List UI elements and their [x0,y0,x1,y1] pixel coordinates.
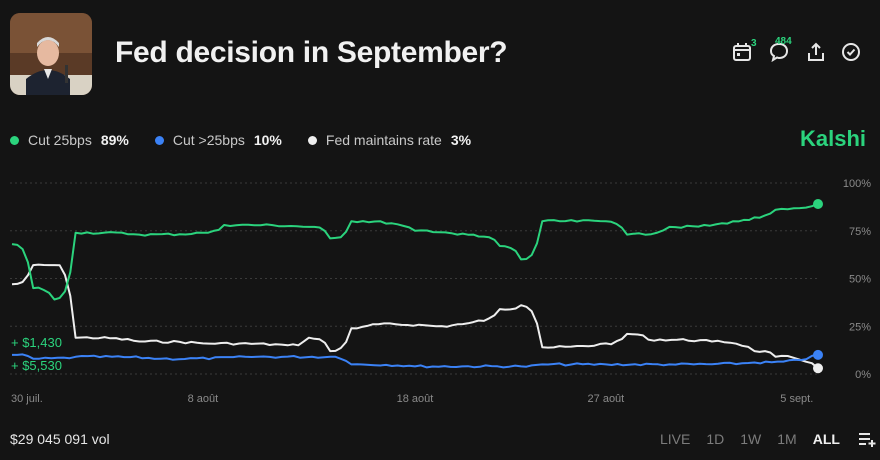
y-tick-label: 100% [843,178,871,190]
brand-logo: Kalshi [799,126,866,151]
legend-item-cut-over-25bps[interactable]: Cut >25bps 10% [154,132,282,148]
calendar-badge: 3 [751,38,757,49]
share-icon[interactable] [804,40,828,64]
series-line-cut-25bps [12,353,819,369]
legend-value: 3% [450,132,472,148]
legend-label: Cut 25bps [28,132,92,148]
volume-text: $29 045 091 vol [10,431,110,447]
series-line-fed-maintains-rate [11,263,819,370]
x-tick-label: 18 août [397,393,434,405]
check-circle-icon[interactable] [839,40,863,64]
series-end-point [813,363,823,374]
y-tick-label: 75% [849,226,871,238]
range-1d[interactable]: 1D [706,431,725,447]
speaker-photo [10,13,92,95]
series-line-cut-25bps [11,203,819,301]
x-tick-label: 8 août [188,393,219,405]
trade-annotation: + $5,530 [11,358,62,373]
header-actions: 3 484 [730,36,865,70]
legend-item-fed-maintains-rate[interactable]: Fed maintains rate 3% [307,132,472,148]
series-end-point [813,349,823,360]
legend-value: 89% [100,132,129,148]
market-title: Fed decision in September? [115,36,508,69]
comments-icon[interactable] [767,40,791,64]
legend-dot [307,135,317,145]
x-tick-label: 30 juil. [11,393,43,405]
comments-badge: 484 [775,36,792,47]
series-end-point [813,199,823,210]
y-tick-label: 25% [849,321,871,333]
legend-dot [154,135,164,145]
price-chart[interactable]: 100% 75% 50% 25% 0% 30 juil. 8 août 18 août 27 a… [0,160,880,410]
y-tick-label: 0% [855,369,871,381]
legend-dot [10,135,19,145]
range-1m[interactable]: 1M [777,431,797,447]
x-tick-label: 5 sept. [780,393,813,405]
market-thumbnail [10,13,92,95]
list-add-icon[interactable] [858,430,876,448]
range-live[interactable]: LIVE [660,431,691,447]
trade-annotation: + $1,430 [11,335,62,350]
time-range-selector: LIVE 1D 1W 1M ALL [660,430,876,448]
y-tick-label: 50% [849,274,871,286]
legend-label: Cut >25bps [172,132,245,148]
chart-legend: Cut 25bps 89% Cut >25bps 10% Fed maintai… [10,130,497,150]
legend-label: Fed maintains rate [325,132,442,148]
x-tick-label: 27 août [588,393,625,405]
range-all[interactable]: ALL [812,431,840,447]
legend-value: 10% [253,132,282,148]
legend-item-cut-25bps[interactable]: Cut 25bps 89% [10,132,129,148]
calendar-icon[interactable] [730,40,754,64]
range-1w[interactable]: 1W [740,431,762,447]
